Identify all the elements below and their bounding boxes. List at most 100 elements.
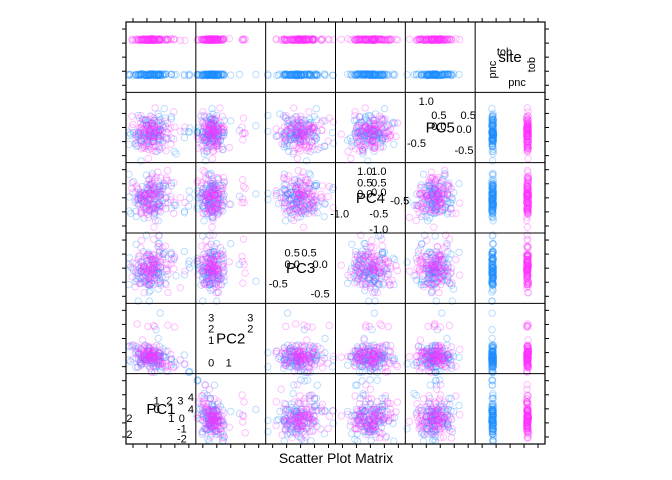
data-point [366,385,375,393]
data-point [433,410,442,418]
data-point [413,413,422,421]
data-point [431,409,439,417]
data-point [204,413,213,422]
data-point [445,394,453,402]
data-point [328,128,337,137]
data-point [305,413,313,421]
data-point [212,414,220,423]
data-point [422,415,430,423]
data-point [418,420,426,428]
data-point [299,421,307,430]
data-point [180,133,189,142]
data-point [297,422,305,430]
data-point [426,422,434,430]
data-point [281,425,289,433]
data-point [213,412,222,421]
data-point [436,418,444,427]
data-point [206,394,215,402]
data-point [415,424,423,433]
data-point [427,413,435,421]
data-point [278,431,286,439]
data-point [213,422,222,431]
data-point [294,413,302,422]
data-point [298,422,306,431]
data-point [436,434,444,442]
data-point [425,399,433,407]
data-point [225,258,234,266]
data-point [193,414,201,422]
data-point [427,417,436,425]
data-point [437,413,446,422]
data-point [296,414,304,422]
data-point [358,419,366,428]
data-point [444,420,452,428]
data-point [293,154,302,163]
data-point [383,407,391,416]
data-point [207,409,216,417]
data-point [367,407,376,415]
data-point [303,413,311,421]
data-point [438,419,446,427]
data-point [431,411,439,419]
data-point [193,377,202,385]
data-point [329,419,337,427]
data-point [310,394,319,402]
data-point [294,398,302,406]
data-point [374,414,382,423]
data-point [432,416,441,425]
data-point [239,114,248,122]
data-point [300,377,309,385]
data-point [209,407,218,415]
data-point [200,400,208,408]
data-point [280,405,288,413]
data-point [164,288,172,297]
data-point [298,405,306,413]
data-point [210,403,218,411]
data-point [215,417,223,426]
data-point [431,415,439,424]
data-point [296,400,304,408]
data-point [456,345,464,354]
data-point [356,420,365,428]
data-point [201,381,209,389]
data-point [366,428,374,436]
data-point [452,392,460,400]
data-point [210,406,218,415]
data-point [298,435,306,444]
data-point [291,417,299,425]
data-point [372,405,380,414]
data-point [299,407,308,416]
data-point [426,412,435,420]
data-point [382,432,391,441]
data-point [282,425,290,433]
data-point [214,400,222,408]
data-point [370,403,378,412]
data-point [430,223,438,231]
data-point [363,408,371,416]
data-point [328,363,337,371]
data-point [353,430,361,438]
data-point [225,423,234,431]
data-point [359,427,368,435]
data-point [206,395,214,403]
data-point [371,422,379,431]
data-point [367,395,376,403]
data-point [444,405,452,413]
data-point [214,405,223,413]
data-point [368,426,377,435]
data-point [438,419,447,427]
data-point [362,431,370,439]
data-point [365,415,373,423]
data-point [390,413,399,422]
data-point [488,418,497,426]
data-point [274,415,283,424]
data-point [431,425,440,433]
data-point [455,248,463,257]
data-point [296,412,305,420]
data-point [439,423,447,431]
data-point [348,430,356,438]
data-point [424,420,432,428]
data-point [206,419,215,428]
data-point [205,407,214,415]
data-point [208,420,216,428]
